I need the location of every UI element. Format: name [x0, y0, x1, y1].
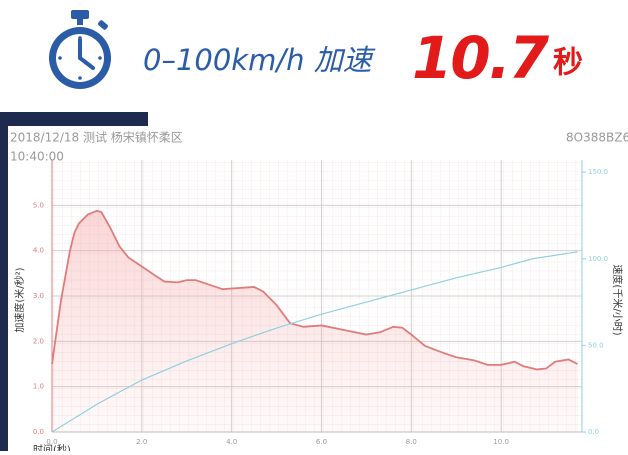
- area: [52, 210, 578, 432]
- y-tick-label: 2.0: [33, 337, 44, 345]
- x-tick-label: 4.0: [226, 438, 237, 446]
- y2-tick-label: 0.0: [588, 428, 599, 436]
- y-tick-label: 1.0: [33, 383, 44, 391]
- result-unit: 秒: [553, 46, 583, 81]
- stopwatch-icon: [49, 10, 111, 89]
- y-tick-label: 3.0: [33, 292, 44, 300]
- y-tick-label: 4.0: [33, 247, 44, 255]
- y2-tick-label: 50.0: [588, 341, 604, 349]
- info-text: 2018/12/18 测试 杨宋镇怀柔区: [10, 130, 183, 145]
- x-tick-label: 6.0: [316, 438, 327, 446]
- x-axis-label: 时间(秒): [33, 443, 71, 451]
- x-tick-label: 8.0: [406, 438, 417, 446]
- line: [51, 209, 578, 371]
- result-value: 10.7: [412, 24, 550, 92]
- y-tick-label: 0.0: [33, 428, 44, 436]
- header-title: 0–100km/h 加速: [143, 43, 376, 77]
- frame-bar: [0, 112, 148, 126]
- chart: 0.0 2.0 4.0 6.0 8.0 10.0 0.0 1.0 2.0 3.0 4.0 5.0 0.0…: [13, 160, 624, 455]
- frame-edge: [0, 112, 8, 451]
- x-tick-label: 2.0: [136, 438, 147, 446]
- y-axis-label: 加速度(米/秒²): [13, 267, 26, 332]
- time-text: 10:40:00: [10, 150, 64, 164]
- y2-tick-label: 150.0: [588, 168, 608, 176]
- x-tick-label: 0.0: [46, 438, 57, 446]
- y2-tick-label: 100.0: [588, 255, 608, 263]
- y-tick-label: 5.0: [33, 201, 44, 209]
- x-tick-label: 10.0: [493, 438, 509, 446]
- line: [51, 251, 578, 433]
- y2-axis-label: 速度(千米/小时): [611, 264, 624, 335]
- plate-text: 8O388BZ6: [566, 131, 628, 145]
